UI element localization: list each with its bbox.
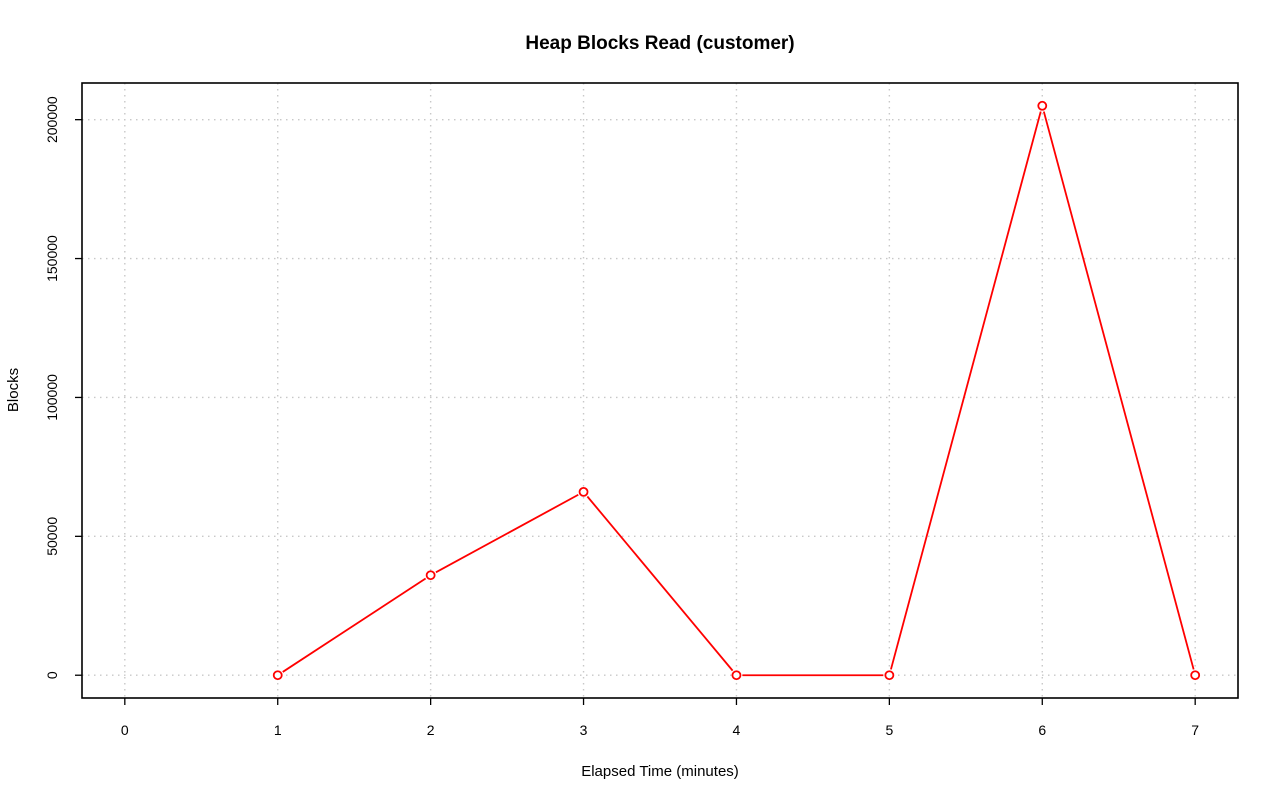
series-line-segment — [435, 493, 579, 574]
x-tick-label: 3 — [580, 722, 588, 738]
x-tick-label: 7 — [1191, 722, 1199, 738]
x-tick-label: 6 — [1038, 722, 1046, 738]
data-point — [1190, 670, 1201, 681]
data-point — [578, 486, 589, 497]
y-tick-label: 200000 — [44, 96, 60, 143]
series-line-segment — [282, 577, 427, 673]
data-point — [884, 670, 895, 681]
x-tick-label: 2 — [427, 722, 435, 738]
data-series — [272, 100, 1201, 681]
plot-frame — [81, 82, 1239, 699]
x-tick-label: 5 — [885, 722, 893, 738]
series-line-segment — [1042, 111, 1195, 670]
y-tick-label: 150000 — [44, 235, 60, 282]
x-axis-label: Elapsed Time (minutes) — [581, 763, 739, 780]
x-tick-label: 4 — [733, 722, 741, 738]
y-tick-label: 100000 — [44, 374, 60, 421]
data-point — [272, 670, 283, 681]
y-tick-label: 0 — [44, 671, 60, 679]
x-axis: 0 1 2 3 4 5 6 7 — [121, 698, 1199, 738]
series-line-segment — [890, 111, 1042, 670]
y-axis: 0 50000 100000 150000 200000 — [44, 96, 82, 679]
chart-title: Heap Blocks Read (customer) — [525, 33, 794, 54]
data-point — [1037, 100, 1048, 111]
data-point — [425, 570, 436, 581]
grid-lines — [82, 83, 1238, 698]
x-tick-label: 0 — [121, 722, 129, 738]
y-tick-label: 50000 — [44, 517, 60, 556]
x-tick-label: 1 — [274, 722, 282, 738]
y-axis-label: Blocks — [5, 368, 22, 412]
data-point — [731, 670, 742, 681]
series-line-segment — [586, 495, 734, 672]
